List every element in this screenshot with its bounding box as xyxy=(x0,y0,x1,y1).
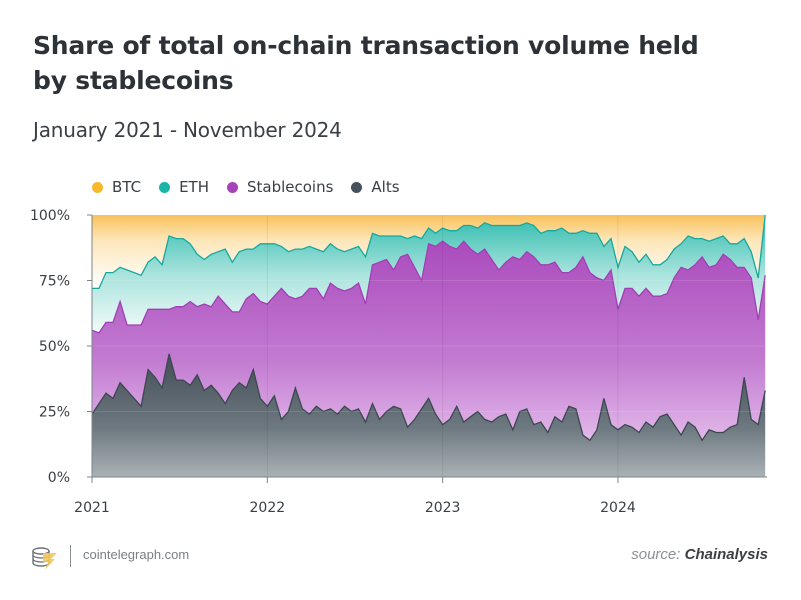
legend-swatch-alts xyxy=(351,181,363,193)
source-prefix: source: xyxy=(631,546,681,563)
y-tick-label: 75% xyxy=(39,274,70,290)
line-stablecoins xyxy=(91,240,766,334)
chart-legend: BTC ETH Stablecoins Alts xyxy=(92,178,418,196)
y-tick-label: 25% xyxy=(39,405,70,421)
legend-swatch-eth xyxy=(159,181,171,193)
footer-site-link[interactable]: cointelegraph.com xyxy=(83,547,190,562)
y-tick-label: 50% xyxy=(39,339,70,355)
x-tick-label: 2021 xyxy=(74,500,110,516)
y-tick-label: 0% xyxy=(48,470,70,486)
legend-swatch-btc xyxy=(92,181,103,193)
x-tick-label: 2022 xyxy=(250,500,286,516)
legend-item-btc: BTC xyxy=(92,178,141,196)
y-tick-label: 100% xyxy=(30,208,70,224)
source-name: Chainalysis xyxy=(684,546,768,563)
chart-subtitle: January 2021 - November 2024 xyxy=(33,118,342,142)
cointelegraph-logo-icon xyxy=(31,545,59,575)
line-alts xyxy=(91,353,766,442)
legend-item-alts: Alts xyxy=(351,178,400,196)
legend-item-stablecoins: Stablecoins xyxy=(226,178,334,196)
area-alts xyxy=(92,353,766,477)
legend-label-alts: Alts xyxy=(371,178,400,196)
chart-title: Share of total on-chain transaction volu… xyxy=(33,31,699,95)
legend-item-eth: ETH xyxy=(159,178,209,196)
x-tick-label: 2023 xyxy=(425,500,461,516)
legend-swatch-stablecoins xyxy=(226,181,238,193)
footer-source: source: Chainalysis xyxy=(631,546,768,563)
area-stablecoins xyxy=(92,241,766,441)
legend-label-btc: BTC xyxy=(112,178,142,196)
area-btc xyxy=(92,215,766,289)
x-tick-label: 2024 xyxy=(600,500,636,516)
line-eth xyxy=(92,214,766,290)
legend-label-stablecoins: Stablecoins xyxy=(246,178,334,196)
legend-label-eth: ETH xyxy=(179,178,209,196)
footer-divider xyxy=(70,545,71,567)
